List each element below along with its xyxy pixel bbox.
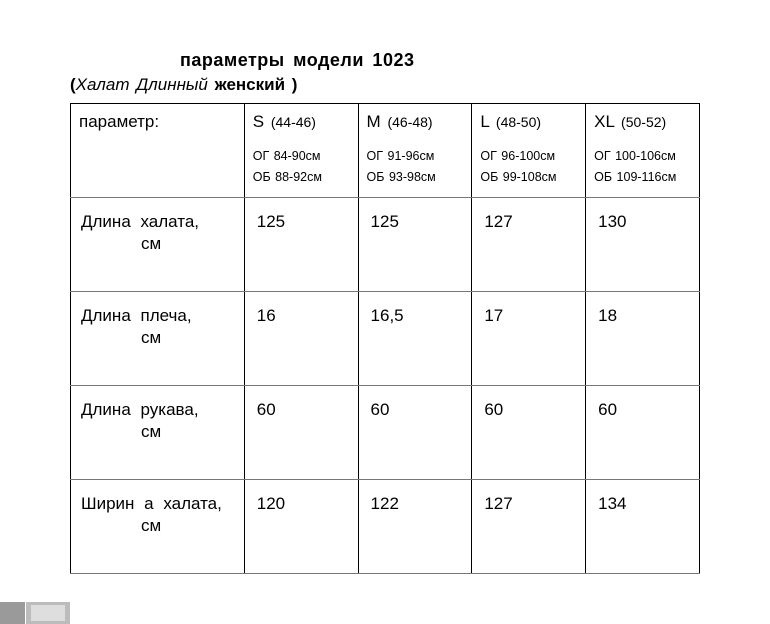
size-ob: ОБ 99-108см (480, 167, 577, 188)
param-name-cell: Длина халата, см (71, 198, 245, 292)
value-cell: 16 (244, 292, 358, 386)
size-table: параметр: S (44-46) ОГ 84-90см ОБ 88-92с… (70, 103, 700, 574)
value-cell: 17 (472, 292, 586, 386)
size-header-xl: XL (50-52) ОГ 100-106см ОБ 109-116см (586, 104, 700, 198)
size-label: S (44-46) (253, 112, 350, 132)
param-name: Длина рукава, (81, 400, 199, 419)
value-cell: 127 (472, 480, 586, 574)
size-letter: L (480, 112, 489, 131)
size-letter: XL (594, 112, 614, 131)
param-name: Ширин а халата, (81, 494, 222, 513)
thumbnail-icon (0, 602, 26, 624)
size-letter: S (253, 112, 264, 131)
table-row: Ширин а халата, см 120 122 127 134 (71, 480, 700, 574)
size-label: L (48-50) (480, 112, 577, 132)
size-range: (50-52) (621, 114, 666, 130)
table-row: Длина халата, см 125 125 127 130 (71, 198, 700, 292)
value-cell: 122 (358, 480, 472, 574)
subtitle-italic: Халат Длинный (76, 75, 208, 94)
subtitle-bold: женский (208, 75, 292, 94)
param-name: Длина халата, (81, 212, 199, 231)
value-cell: 60 (244, 386, 358, 480)
param-unit: см (141, 328, 236, 348)
size-range: (46-48) (387, 114, 432, 130)
value-cell: 60 (472, 386, 586, 480)
table-header-row: параметр: S (44-46) ОГ 84-90см ОБ 88-92с… (71, 104, 700, 198)
value-cell: 134 (586, 480, 700, 574)
size-header-m: M (46-48) ОГ 91-96см ОБ 93-98см (358, 104, 472, 198)
size-ob: ОБ 88-92см (253, 167, 350, 188)
param-unit: см (141, 234, 236, 254)
size-chart-page: параметры модели 1023 (Халат Длинный жен… (0, 0, 770, 574)
subtitle-close: ) (292, 75, 298, 94)
size-header-l: L (48-50) ОГ 96-100см ОБ 99-108см (472, 104, 586, 198)
size-ob: ОБ 93-98см (367, 167, 464, 188)
value-cell: 125 (358, 198, 472, 292)
size-ob: ОБ 109-116см (594, 167, 691, 188)
value-cell: 127 (472, 198, 586, 292)
param-name-cell: Длина плеча, см (71, 292, 245, 386)
param-unit: см (141, 516, 236, 536)
value-cell: 120 (244, 480, 358, 574)
value-cell: 125 (244, 198, 358, 292)
page-title: параметры модели 1023 (180, 50, 700, 71)
value-cell: 60 (586, 386, 700, 480)
size-range: (48-50) (496, 114, 541, 130)
thumbnail-icon (26, 602, 70, 624)
value-cell: 16,5 (358, 292, 472, 386)
value-cell: 60 (358, 386, 472, 480)
param-unit: см (141, 422, 236, 442)
size-label: XL (50-52) (594, 112, 691, 132)
size-og: ОГ 100-106см (594, 146, 691, 167)
size-og: ОГ 96-100см (480, 146, 577, 167)
param-header-cell: параметр: (71, 104, 245, 198)
value-cell: 130 (586, 198, 700, 292)
page-subtitle: (Халат Длинный женский ) (70, 75, 700, 95)
param-name-cell: Длина рукава, см (71, 386, 245, 480)
size-range: (44-46) (271, 114, 316, 130)
table-row: Длина плеча, см 16 16,5 17 18 (71, 292, 700, 386)
table-row: Длина рукава, см 60 60 60 60 (71, 386, 700, 480)
size-header-s: S (44-46) ОГ 84-90см ОБ 88-92см (244, 104, 358, 198)
size-letter: M (367, 112, 381, 131)
size-og: ОГ 91-96см (367, 146, 464, 167)
param-name: Длина плеча, (81, 306, 192, 325)
value-cell: 18 (586, 292, 700, 386)
param-name-cell: Ширин а халата, см (71, 480, 245, 574)
size-label: M (46-48) (367, 112, 464, 132)
size-og: ОГ 84-90см (253, 146, 350, 167)
thumbnail-strip (0, 602, 70, 624)
